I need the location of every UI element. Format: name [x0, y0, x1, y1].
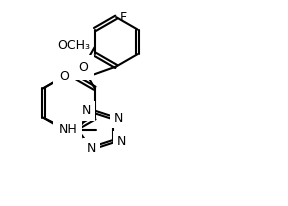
Text: N: N — [82, 104, 91, 117]
Text: O: O — [78, 61, 88, 74]
Text: F: F — [120, 11, 127, 24]
Text: H: H — [119, 111, 128, 121]
Text: N: N — [87, 142, 96, 155]
Text: N: N — [116, 135, 126, 148]
Text: N: N — [113, 111, 123, 125]
Text: NH: NH — [58, 123, 77, 136]
Text: O: O — [59, 70, 69, 83]
Text: OCH₃: OCH₃ — [58, 39, 91, 52]
